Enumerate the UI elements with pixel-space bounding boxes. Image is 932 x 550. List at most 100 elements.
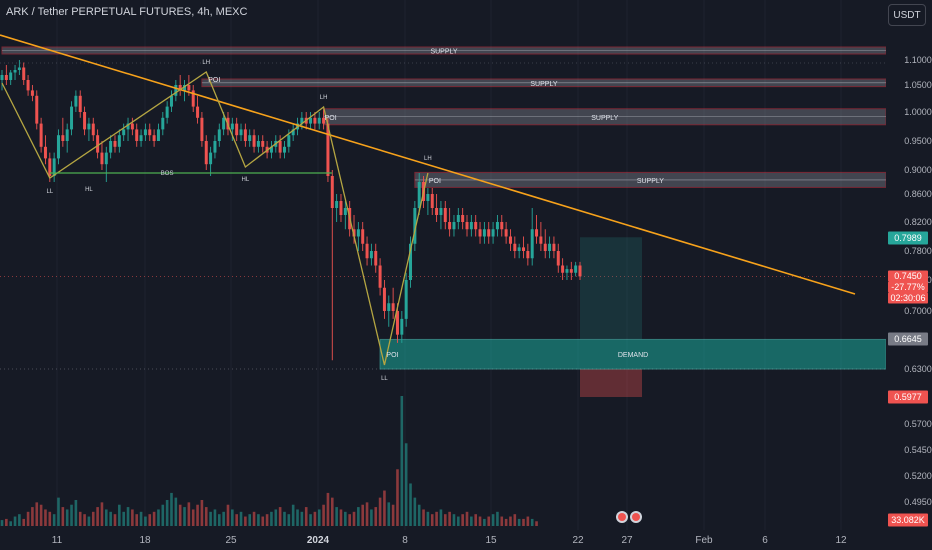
- volume-bar: [118, 504, 121, 526]
- volume-bar: [322, 504, 325, 526]
- time-axis[interactable]: 11 18 25 2024 8 15 22 27 Feb 6 12: [0, 530, 886, 550]
- volume-bar: [239, 511, 243, 526]
- candle-body: [522, 247, 526, 251]
- volume-bar: [352, 511, 356, 526]
- price-tick-label: 1.0000: [904, 107, 932, 117]
- volume-bar: [217, 514, 221, 526]
- price-tick-label: 0.8200: [904, 217, 932, 227]
- candle-body: [561, 265, 565, 273]
- volume-bar: [361, 504, 365, 526]
- volume-bar: [370, 509, 373, 526]
- candle-body: [543, 243, 547, 251]
- target-box: [580, 237, 642, 277]
- event-flag-inner: [632, 513, 640, 521]
- volume-bar: [452, 514, 456, 526]
- candle-body: [209, 152, 213, 165]
- price-badge-stop: [888, 390, 928, 404]
- volume-bar: [148, 514, 152, 526]
- price-badge-last-price: [888, 270, 928, 282]
- volume-bar: [18, 514, 21, 526]
- structure-label: LH: [424, 156, 432, 162]
- volume-bar: [261, 516, 265, 526]
- candle-body: [504, 229, 508, 237]
- zigzag-line: [1, 71, 429, 366]
- volume-bar: [387, 502, 391, 526]
- candle-body: [400, 318, 404, 335]
- volume-bar: [374, 507, 378, 526]
- candle-body: [243, 129, 247, 141]
- candle-body: [478, 229, 482, 237]
- zone-label: SUPPLY: [591, 115, 618, 122]
- candle-body: [382, 287, 386, 311]
- candle-body: [508, 236, 512, 244]
- volume-bar: [291, 504, 295, 526]
- volume-bar: [448, 511, 451, 526]
- time-tick-label: 11: [52, 535, 63, 546]
- candle-body: [230, 123, 234, 130]
- volume-bar: [409, 483, 412, 526]
- volume-bar: [439, 509, 443, 526]
- candle-body: [517, 247, 521, 251]
- trendline: [0, 34, 856, 295]
- candle-body: [148, 129, 152, 136]
- price-axis[interactable]: 1.1000 1.0500 1.0000 0.9500 0.9000 0.8600 0.82…: [886, 0, 932, 550]
- time-tick-label: 2024: [307, 535, 330, 546]
- candle-body: [391, 303, 395, 311]
- volume-bar: [5, 518, 8, 526]
- candle-body: [500, 222, 504, 230]
- volume-bar: [413, 497, 417, 526]
- candle-body: [213, 141, 217, 153]
- candle-body: [443, 208, 447, 222]
- candle-body: [369, 251, 373, 259]
- price-tick-label: 0.5200: [904, 471, 932, 481]
- candle-body: [526, 251, 530, 259]
- volume-bar: [365, 502, 369, 526]
- candle-body: [339, 201, 343, 215]
- chart-title: ARK / Tether PERPETUAL FUTURES, 4h, MEXC: [6, 6, 248, 18]
- drawings: [0, 34, 856, 366]
- poi-label: POI: [325, 115, 337, 122]
- candle-body: [387, 303, 391, 311]
- candle-body: [113, 141, 117, 147]
- candle-body: [78, 95, 82, 112]
- time-tick-label: Feb: [695, 535, 713, 546]
- volume-bar: [204, 507, 208, 526]
- candle-body: [413, 208, 417, 244]
- candle-body: [100, 152, 104, 165]
- volume-bar: [404, 443, 408, 526]
- volume-bar: [70, 504, 73, 526]
- candle-body: [300, 117, 304, 124]
- time-tick-label: 12: [835, 535, 847, 546]
- price-badge-text: 0.5977: [894, 392, 922, 402]
- volume-bar: [22, 518, 26, 526]
- candle-body: [87, 123, 91, 130]
- candle-body: [322, 117, 326, 124]
- structure-label: LH: [320, 95, 328, 101]
- volume-bar: [48, 511, 52, 526]
- candle-body: [217, 129, 221, 141]
- candle-body: [43, 146, 47, 159]
- candle-body: [461, 215, 465, 222]
- candle-body: [409, 243, 413, 280]
- candle-body: [404, 280, 408, 319]
- zone-label: DEMAND: [618, 352, 648, 359]
- volume-bars: [0, 396, 538, 526]
- volume-bar: [61, 507, 65, 526]
- candle-body: [365, 243, 369, 259]
- candle-body: [269, 146, 273, 153]
- candle-body: [161, 117, 165, 130]
- candle-body: [465, 222, 469, 230]
- zone-label: SUPPLY: [637, 178, 664, 185]
- volume-bar: [135, 514, 139, 526]
- volume-bar: [83, 514, 86, 526]
- volume-bar: [339, 509, 343, 526]
- volume-bar: [244, 516, 247, 526]
- volume-bar: [109, 511, 112, 526]
- price-badge-text: 0.7450: [894, 271, 922, 281]
- volume-bar: [470, 516, 473, 526]
- currency-button[interactable]: USDT: [888, 4, 926, 26]
- structure-labels: LL HL LH HL BOS LH LH LL POI POI POI POI: [46, 60, 642, 523]
- price-badge-volume: [888, 513, 928, 527]
